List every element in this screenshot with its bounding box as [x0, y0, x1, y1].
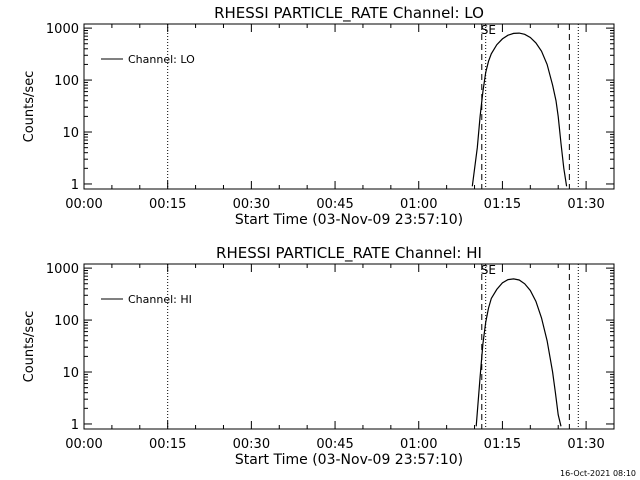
y-axis-label: Counts/sec — [22, 311, 37, 383]
legend-label: Channel: HI — [128, 293, 192, 306]
data-series-line — [475, 278, 562, 427]
x-tick-label: 00:15 — [149, 197, 186, 212]
plot-frame — [83, 263, 615, 430]
x-tick-label: 00:45 — [316, 437, 353, 452]
plot-frame — [83, 23, 615, 190]
legend-label: Channel: LO — [128, 53, 195, 66]
lo-channel-panel: RHESSI PARTICLE_RATE Channel: LO 00:00 00:… — [22, 4, 615, 228]
footer-timestamp: 16-Oct-2021 08:10 — [560, 469, 636, 478]
x-tick-label: 00:15 — [149, 437, 186, 452]
x-tick-label: 00:00 — [65, 197, 102, 212]
x-tick-label: 00:00 — [65, 437, 102, 452]
x-tick-label: 01:15 — [484, 437, 521, 452]
x-tick-label: 01:30 — [567, 437, 604, 452]
y-tick-label: 10 — [62, 366, 79, 381]
x-tick-label: 01:00 — [400, 437, 437, 452]
y-tick-label: 100 — [54, 74, 79, 89]
event-marker-label: SE — [481, 23, 496, 37]
y-axis-label: Counts/sec — [22, 71, 37, 143]
hi-channel-panel: RHESSI PARTICLE_RATE Channel: HI 00:00 00:… — [22, 244, 615, 468]
x-axis-label: Start Time (03-Nov-09 23:57:10) — [235, 212, 463, 228]
y-tick-label: 1000 — [46, 262, 79, 277]
x-tick-label: 00:30 — [233, 197, 270, 212]
x-axis-label: Start Time (03-Nov-09 23:57:10) — [235, 452, 463, 468]
chart-title: RHESSI PARTICLE_RATE Channel: LO — [214, 4, 484, 23]
y-tick-label: 1 — [71, 418, 79, 433]
x-tick-label: 01:30 — [567, 197, 604, 212]
chart-title: RHESSI PARTICLE_RATE Channel: HI — [216, 244, 482, 263]
y-tick-label: 1000 — [46, 22, 79, 37]
x-tick-label: 01:00 — [400, 197, 437, 212]
y-tick-label: 1 — [71, 178, 79, 193]
x-tick-label: 01:15 — [484, 197, 521, 212]
x-tick-label: 00:30 — [233, 437, 270, 452]
event-marker-label: SE — [481, 263, 496, 277]
data-series-line — [471, 32, 568, 187]
y-tick-label: 10 — [62, 126, 79, 141]
x-tick-label: 00:45 — [316, 197, 353, 212]
y-tick-label: 100 — [54, 314, 79, 329]
